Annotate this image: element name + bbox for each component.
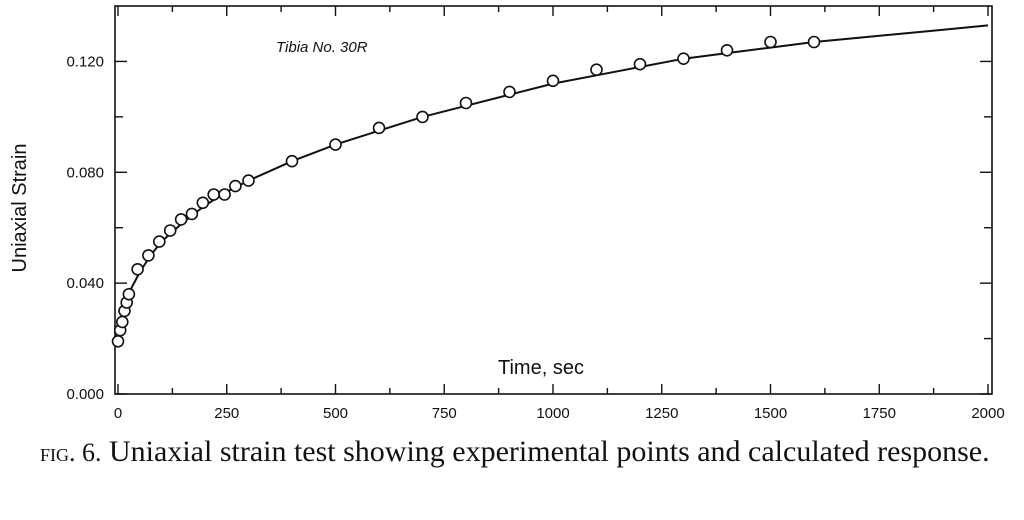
data-point — [372, 121, 386, 135]
data-point — [142, 249, 155, 262]
caption-text: Uniaxial strain test showing experimenta… — [109, 435, 990, 468]
data-point — [590, 63, 603, 76]
data-point — [207, 188, 220, 201]
x-tick-label: 2000 — [971, 405, 1004, 422]
data-point — [163, 224, 177, 237]
data-point — [503, 85, 516, 99]
data-point — [116, 315, 129, 329]
data-point — [242, 174, 255, 187]
data-point — [196, 196, 210, 210]
y-axis-title: Uniaxial Strain — [9, 144, 31, 273]
data-point — [153, 235, 166, 248]
data-point — [229, 179, 242, 193]
x-tick-label: 250 — [214, 405, 239, 422]
specimen-annotation: Tibia No. 30R — [276, 39, 368, 56]
data-point — [677, 52, 690, 66]
x-tick-label: 1250 — [645, 405, 678, 422]
data-point — [633, 57, 647, 71]
axes — [114, 5, 993, 395]
data-point — [329, 138, 342, 151]
x-axis-ticks: 0 250 500 750 1000 1250 1500 1750 2000 — [114, 6, 1005, 422]
strain-chart: 0 250 500 750 1000 1250 1500 1750 2000 0.000 0.04… — [9, 5, 1005, 422]
x-tick-label: 1500 — [754, 405, 787, 422]
data-point — [174, 213, 188, 226]
data-point — [185, 207, 199, 221]
x-axis-title: Time, sec — [498, 357, 584, 379]
data-point — [285, 154, 299, 168]
y-tick-label: 0.040 — [66, 275, 104, 292]
data-point — [111, 334, 125, 348]
data-point — [807, 35, 821, 49]
data-point — [131, 262, 144, 276]
x-tick-label: 750 — [432, 405, 457, 422]
data-point — [218, 188, 231, 201]
data-point — [720, 43, 734, 57]
x-tick-label: 0 — [114, 405, 122, 422]
x-tick-label: 500 — [323, 405, 348, 422]
plot-frame — [114, 5, 993, 395]
data-point — [416, 110, 429, 124]
figure-label: fig. 6. — [40, 438, 102, 467]
data-point — [459, 96, 473, 110]
data-point — [546, 74, 560, 88]
experimental-points — [111, 35, 821, 348]
x-tick-label: 1000 — [536, 405, 569, 422]
figure-caption: fig. 6. Uniaxial strain test showing exp… — [40, 432, 1000, 472]
x-tick-label: 1750 — [863, 405, 896, 422]
data-point — [764, 35, 777, 49]
y-tick-label: 0.120 — [66, 53, 104, 70]
y-axis-ticks: 0.000 0.040 0.080 0.120 — [66, 53, 992, 403]
y-tick-label: 0.080 — [66, 164, 104, 181]
y-tick-label: 0.000 — [66, 386, 104, 403]
data-point — [122, 287, 136, 301]
